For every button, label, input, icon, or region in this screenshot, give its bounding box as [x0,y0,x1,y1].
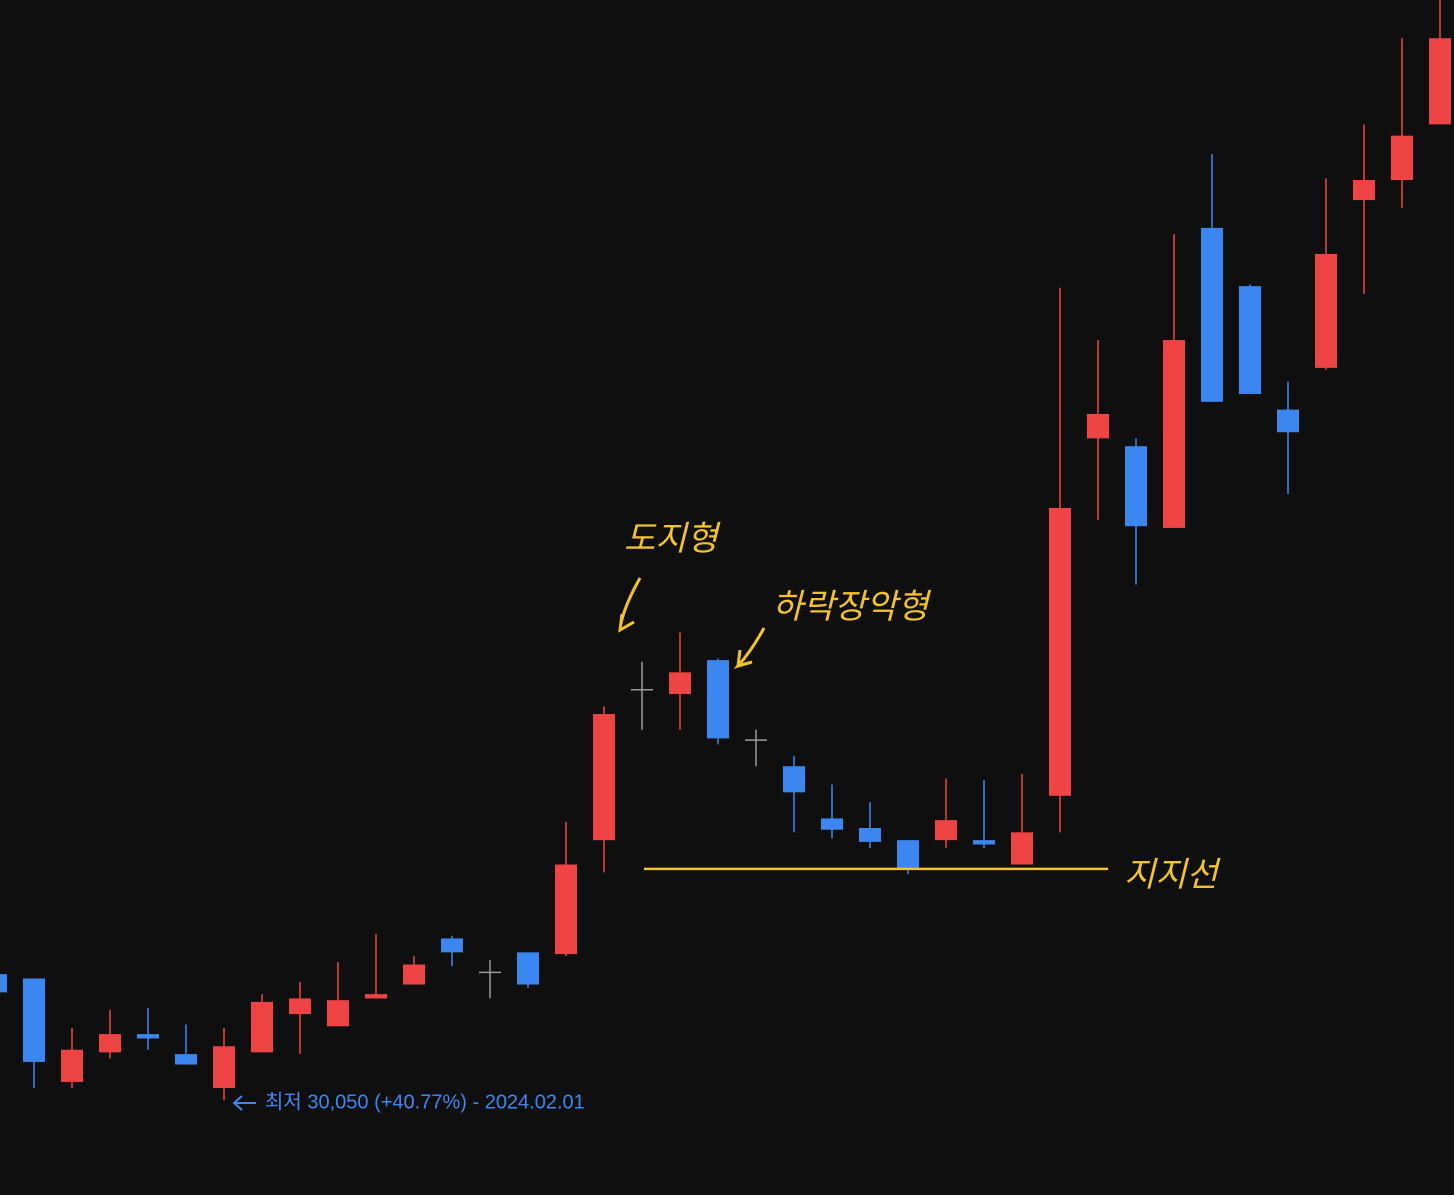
candles [0,0,1451,1101]
body [1049,507,1071,796]
body [175,1054,197,1065]
body [1201,227,1223,402]
body [593,714,615,841]
body [1391,135,1413,181]
arrow [618,577,642,633]
body [1163,340,1185,528]
arrow [733,627,766,669]
annotation: 도지형 [624,519,722,559]
body [1429,38,1451,125]
body [99,1034,121,1053]
body [935,820,957,841]
body [213,1046,235,1089]
body [137,1034,159,1039]
body [1277,409,1299,433]
body [821,818,843,830]
body [403,964,425,985]
body [859,827,881,842]
body [707,660,729,739]
body [1239,286,1261,394]
body [251,1001,273,1053]
body [555,864,577,955]
body [1353,180,1375,201]
body [441,938,463,953]
body [61,1049,83,1082]
body [23,978,45,1062]
body [669,672,691,695]
body [897,840,919,870]
body [517,952,539,985]
low-label: 최저 30,050 (+40.77%) - 2024.02.01 [265,1090,585,1113]
body [783,766,805,793]
body [973,840,995,845]
low-arrow [232,1095,256,1111]
annotation: 하락장악형 [772,587,932,627]
body [1315,253,1337,368]
body [327,1000,349,1027]
body [289,998,311,1015]
support-label: 지지선 [1124,855,1222,895]
body [1011,832,1033,865]
body [0,974,7,993]
body [365,994,387,999]
body [1125,446,1147,527]
body [1087,413,1109,439]
